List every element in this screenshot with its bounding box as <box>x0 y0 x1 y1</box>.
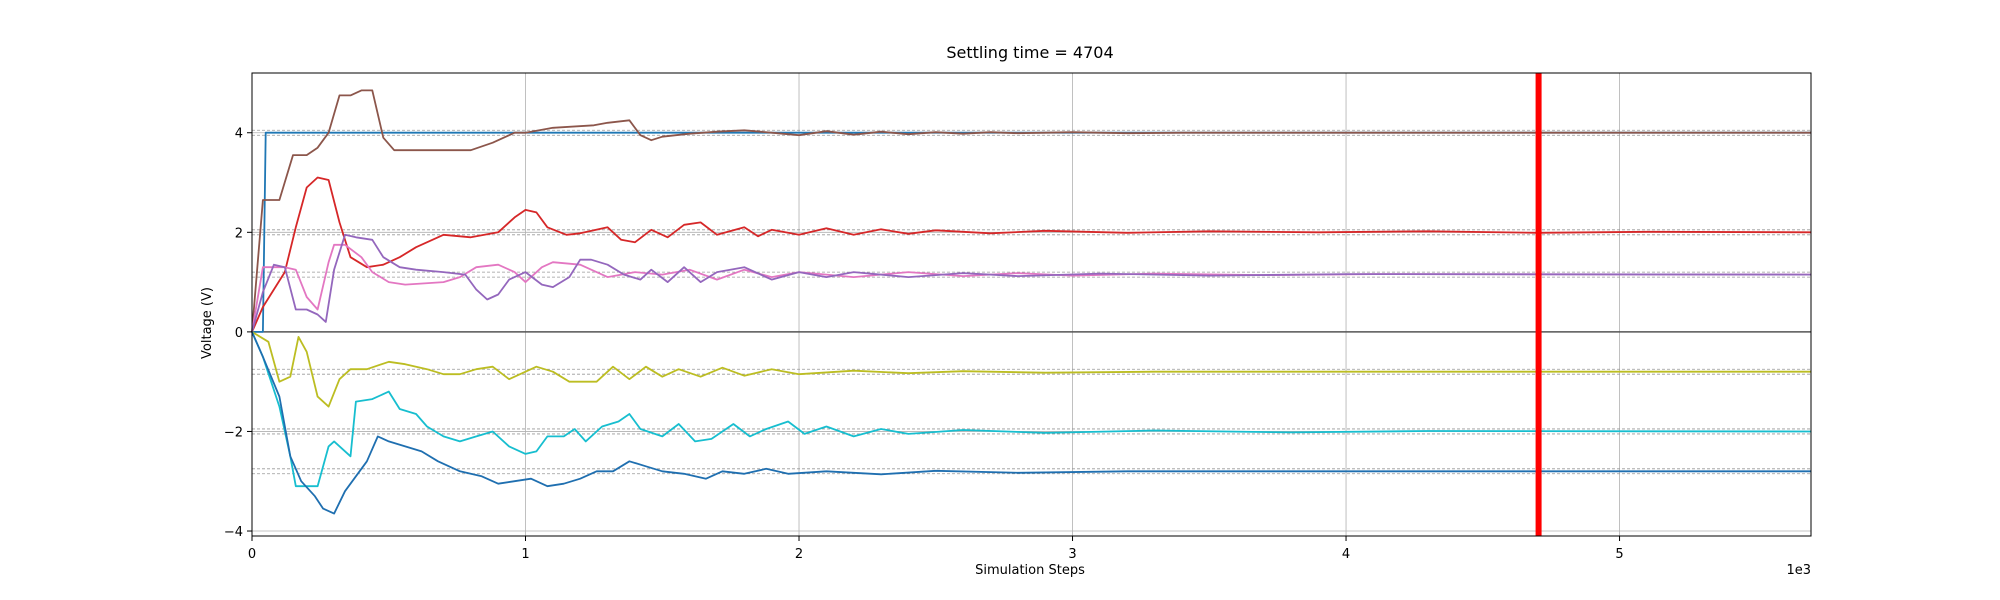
x-tick-label: 4 <box>1342 547 1350 562</box>
y-axis-ticks: −4 −2 0 2 4 <box>224 127 252 540</box>
x-tick-label: 0 <box>248 547 256 562</box>
x-tick-label: 3 <box>1068 547 1076 562</box>
y-tick-label: 2 <box>235 226 243 241</box>
series-line-6 <box>251 331 1811 408</box>
x-tick-label: 2 <box>795 547 803 562</box>
series-layer <box>251 89 1812 515</box>
x-axis-label: Simulation Steps <box>975 563 1085 578</box>
series-line-5 <box>251 233 1812 333</box>
y-tick-label: −2 <box>224 425 243 440</box>
y-axis-label: Voltage (V) <box>200 287 215 359</box>
series-line-3 <box>251 176 1812 333</box>
x-tick-label: 1 <box>521 547 529 562</box>
x-axis-scale-label: 1e3 <box>1786 563 1811 578</box>
y-tick-label: −4 <box>224 525 243 540</box>
chart-title: Settling time = 4704 <box>946 43 1113 62</box>
x-axis-ticks: 0 1 2 3 4 5 <box>248 536 1624 562</box>
y-tick-label: 4 <box>235 127 243 142</box>
x-tick-label: 5 <box>1615 547 1623 562</box>
series-line-8 <box>251 331 1811 515</box>
y-tick-label: 0 <box>235 326 243 341</box>
series-line-7 <box>251 331 1812 488</box>
axes-frame <box>251 72 1812 537</box>
plot-area <box>251 72 1812 537</box>
series-line-2 <box>251 89 1811 332</box>
